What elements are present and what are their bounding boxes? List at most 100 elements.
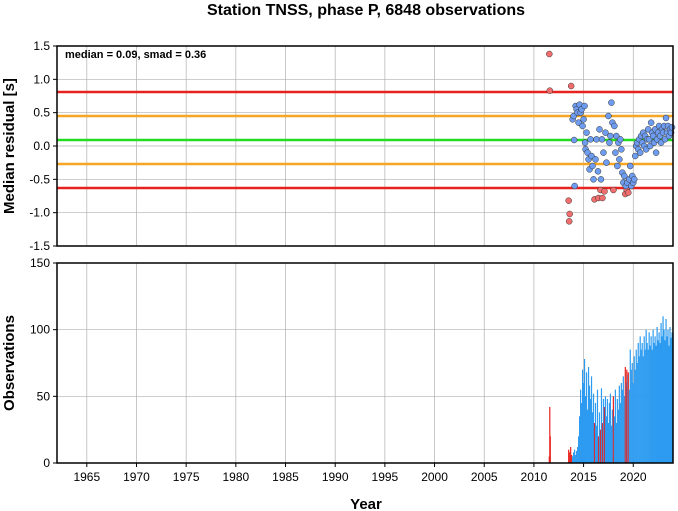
residual-y-tick-label: -0.5 bbox=[29, 172, 50, 186]
observation-bar bbox=[586, 409, 589, 463]
observation-bar bbox=[618, 385, 620, 463]
observation-bar bbox=[571, 455, 573, 463]
residual-point bbox=[611, 122, 618, 130]
residual-y-ticks: 1.5 1.0 0.5 0.0 -0.5 -1.0 -1.5 bbox=[29, 39, 57, 253]
x-tick-label: 1990 bbox=[322, 470, 349, 484]
observation-bar bbox=[589, 399, 592, 463]
residual-point bbox=[570, 136, 578, 144]
observations-y-ticks: 150 100 50 0 bbox=[30, 256, 57, 470]
x-axis-label: Year bbox=[350, 496, 382, 511]
residual-point bbox=[567, 82, 575, 90]
observation-bar bbox=[654, 336, 656, 463]
residual-annotation: median = 0.09, smad = 0.36 bbox=[65, 49, 206, 61]
observation-bar bbox=[587, 367, 590, 463]
residual-y-tick-label: 1.5 bbox=[33, 39, 50, 53]
observation-bar bbox=[610, 425, 612, 463]
observation-bar bbox=[629, 349, 631, 463]
residual-point bbox=[599, 194, 606, 202]
observation-bar bbox=[594, 403, 597, 463]
residual-point bbox=[668, 124, 676, 131]
observation-bar bbox=[604, 396, 607, 463]
observation-bar bbox=[600, 388, 603, 463]
observation-bar bbox=[593, 423, 596, 463]
x-tick-label: 2015 bbox=[570, 470, 597, 484]
observation-bar bbox=[632, 383, 634, 463]
observation-bar bbox=[585, 372, 588, 463]
observation-bar bbox=[573, 452, 575, 463]
observation-bar bbox=[612, 396, 614, 463]
residual-point bbox=[618, 146, 625, 153]
residual-point bbox=[590, 176, 597, 183]
observation-bar bbox=[592, 393, 595, 463]
x-tick-label: 1985 bbox=[272, 470, 299, 484]
x-tick-label: 1980 bbox=[222, 470, 249, 484]
residual-point bbox=[652, 149, 660, 156]
observations-y-tick-label: 0 bbox=[43, 456, 50, 470]
observation-bar bbox=[613, 416, 615, 463]
residual-point bbox=[546, 87, 554, 94]
residual-point bbox=[631, 152, 639, 160]
observation-bar bbox=[645, 329, 647, 463]
x-tick-label: 2010 bbox=[521, 470, 548, 484]
observation-bar bbox=[579, 416, 581, 463]
residual-point bbox=[647, 119, 655, 126]
observations-y-tick-label: 100 bbox=[30, 323, 50, 337]
observation-bar bbox=[642, 356, 644, 463]
observation-bar bbox=[651, 349, 653, 463]
observation-bar bbox=[598, 412, 601, 463]
residual-point bbox=[602, 129, 609, 136]
observation-bar bbox=[623, 396, 625, 463]
observations-panel: 150 100 50 0 1965 1970 1975 1980 1985 1990 1995 20… bbox=[1, 256, 674, 484]
observation-bar bbox=[597, 436, 600, 463]
residual-point bbox=[566, 210, 573, 218]
residual-point bbox=[565, 197, 572, 204]
observation-bar bbox=[657, 340, 659, 463]
x-tick-label: 1970 bbox=[123, 470, 150, 484]
observation-bar bbox=[595, 425, 598, 463]
observation-bar bbox=[644, 349, 646, 463]
residual-point bbox=[636, 149, 644, 156]
observations-bars bbox=[548, 316, 673, 463]
x-tick-label: 2000 bbox=[421, 470, 448, 484]
observation-bar bbox=[591, 412, 594, 463]
observation-bar bbox=[580, 389, 582, 463]
residual-point bbox=[606, 139, 613, 146]
residual-point bbox=[571, 182, 578, 190]
residual-point bbox=[627, 162, 634, 170]
observation-bar bbox=[649, 345, 651, 463]
observation-bar bbox=[628, 389, 630, 463]
observation-bar bbox=[580, 403, 583, 463]
observation-bar bbox=[599, 429, 602, 463]
residual-y-tick-label: -1.0 bbox=[29, 206, 50, 220]
residual-point bbox=[610, 186, 617, 194]
x-tick-label: 1965 bbox=[73, 470, 100, 484]
residual-point bbox=[598, 136, 606, 143]
observation-bar bbox=[641, 343, 643, 463]
residual-point bbox=[583, 129, 590, 136]
observation-bar bbox=[659, 343, 661, 463]
observation-bar bbox=[634, 369, 636, 463]
residual-point bbox=[593, 136, 600, 143]
observation-bar bbox=[577, 447, 579, 463]
residual-point bbox=[621, 172, 628, 180]
residual-point bbox=[589, 162, 596, 170]
observation-bar bbox=[576, 451, 578, 463]
residual-point bbox=[603, 159, 610, 166]
observation-bar bbox=[583, 359, 586, 463]
observation-bar bbox=[660, 323, 662, 463]
observations-y-tick-label: 50 bbox=[37, 389, 51, 403]
observation-bar bbox=[626, 369, 628, 463]
residual-point bbox=[612, 149, 619, 156]
observation-bar bbox=[578, 436, 580, 463]
residual-point bbox=[581, 102, 588, 110]
observation-bar bbox=[665, 319, 667, 463]
observation-bar bbox=[638, 356, 640, 463]
x-tick-label: 1975 bbox=[173, 470, 200, 484]
residual-point bbox=[608, 99, 615, 106]
observation-bar bbox=[664, 340, 666, 463]
residual-y-tick-label: 0.0 bbox=[33, 139, 50, 153]
residual-point bbox=[587, 136, 594, 143]
observation-bar bbox=[549, 436, 551, 463]
residual-point bbox=[631, 176, 638, 183]
